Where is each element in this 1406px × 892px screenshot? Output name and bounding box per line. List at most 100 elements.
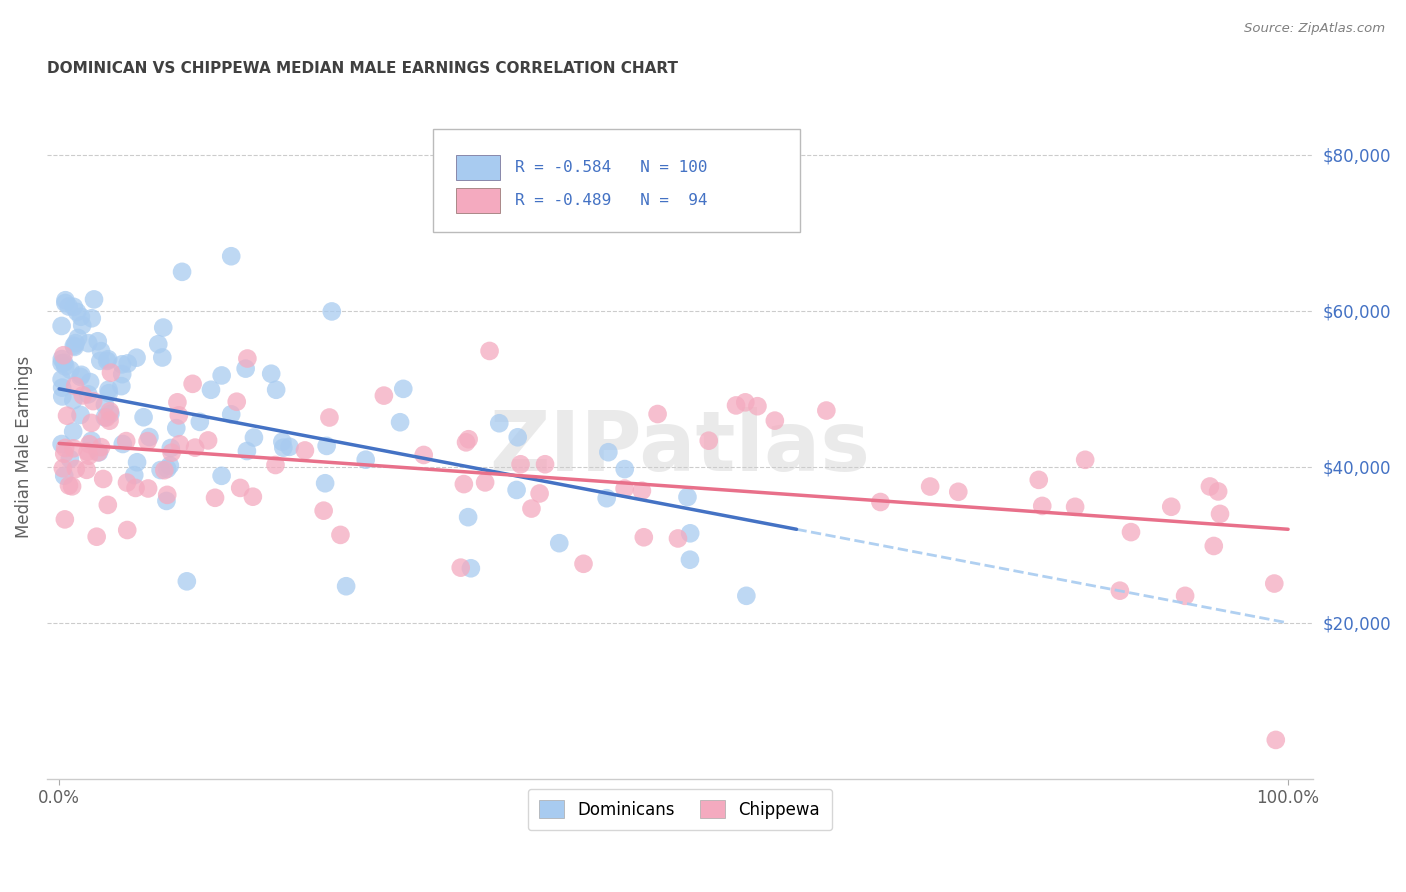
Point — [488, 416, 510, 430]
Point — [62, 442, 84, 456]
Point — [225, 394, 247, 409]
Point — [1174, 589, 1197, 603]
Point — [229, 481, 252, 495]
Point — [278, 440, 301, 454]
FancyBboxPatch shape — [456, 155, 501, 180]
Point — [77, 387, 100, 401]
Point — [318, 410, 340, 425]
Point — [115, 434, 138, 449]
Point — [242, 490, 264, 504]
Point — [478, 343, 501, 358]
Point — [211, 368, 233, 383]
Point — [613, 482, 636, 496]
Point — [697, 434, 720, 448]
Point — [65, 462, 87, 476]
Point — [156, 488, 179, 502]
Point — [51, 318, 73, 333]
Point — [125, 351, 148, 365]
Point — [155, 494, 177, 508]
Point — [82, 394, 104, 409]
Point — [273, 441, 295, 455]
Point — [53, 447, 76, 461]
Point — [70, 310, 93, 324]
Point — [948, 484, 970, 499]
Point — [450, 560, 472, 574]
Point — [264, 458, 287, 472]
Point — [679, 526, 702, 541]
Point — [506, 430, 529, 444]
Point — [1209, 507, 1232, 521]
Point — [392, 382, 415, 396]
Point — [149, 463, 172, 477]
Point — [260, 367, 283, 381]
FancyBboxPatch shape — [456, 188, 501, 213]
Point — [236, 444, 259, 458]
Point — [52, 348, 75, 362]
Text: R = -0.489   N =  94: R = -0.489 N = 94 — [515, 194, 707, 208]
Point — [80, 416, 103, 430]
Point — [53, 441, 76, 455]
Point — [335, 579, 357, 593]
Point — [51, 352, 73, 367]
Point — [100, 407, 122, 421]
Point — [176, 574, 198, 589]
Point — [188, 415, 211, 429]
Text: ZIPatlas: ZIPatlas — [489, 407, 870, 488]
Point — [1160, 500, 1182, 514]
Point — [97, 386, 120, 401]
Point — [734, 395, 756, 409]
Point — [457, 432, 479, 446]
Point — [457, 510, 479, 524]
Point — [520, 501, 543, 516]
Point — [94, 410, 117, 425]
Point — [53, 296, 76, 310]
Point — [52, 461, 75, 475]
Point — [1202, 539, 1225, 553]
Point — [236, 351, 259, 366]
Point — [169, 437, 191, 451]
Point — [59, 451, 82, 466]
Point — [613, 462, 636, 476]
Point — [181, 376, 204, 391]
Point — [62, 425, 84, 439]
Point — [97, 383, 120, 397]
Point — [87, 445, 110, 459]
Point — [138, 430, 160, 444]
Point — [505, 483, 527, 497]
Point — [87, 334, 110, 349]
Point — [204, 491, 226, 505]
Point — [1206, 484, 1229, 499]
Point — [150, 351, 173, 365]
Point — [1199, 479, 1222, 493]
Point — [679, 552, 702, 566]
Point — [184, 441, 207, 455]
Point — [97, 352, 120, 367]
Point — [58, 300, 80, 314]
Point — [70, 368, 93, 382]
Point — [51, 372, 73, 386]
Point — [153, 463, 176, 477]
Point — [152, 320, 174, 334]
Point — [77, 449, 100, 463]
Point — [159, 458, 181, 473]
Point — [58, 478, 80, 492]
Point — [165, 421, 187, 435]
Point — [271, 434, 294, 449]
Point — [51, 356, 73, 370]
Point — [373, 388, 395, 402]
Point — [1028, 473, 1050, 487]
Point — [79, 375, 101, 389]
Point — [321, 304, 343, 318]
Point — [763, 414, 786, 428]
Point — [920, 479, 942, 493]
Point — [70, 318, 93, 333]
Point — [62, 393, 84, 408]
Point — [65, 336, 87, 351]
Point — [111, 437, 134, 451]
Point — [96, 354, 118, 368]
Point — [1119, 525, 1142, 540]
Point — [80, 434, 103, 448]
Point — [815, 403, 838, 417]
Point — [1108, 583, 1130, 598]
Point — [219, 408, 242, 422]
